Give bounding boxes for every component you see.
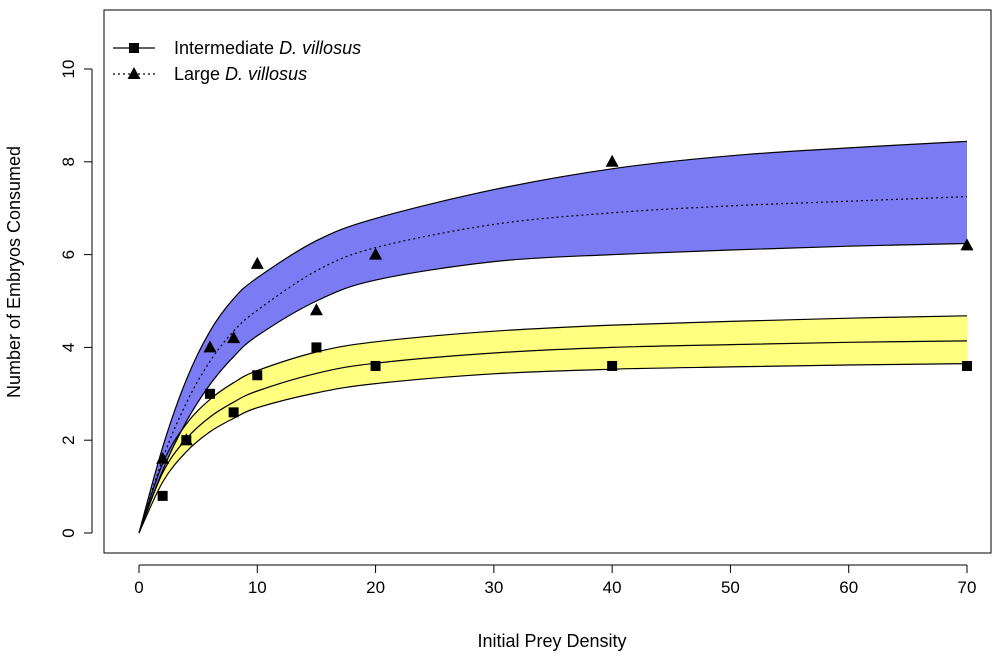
intermediate-point — [370, 360, 381, 371]
legend: Intermediate D. villosus Large D. villosu… — [113, 38, 361, 84]
y-tick-label: 0 — [59, 528, 78, 537]
intermediate-point — [252, 370, 263, 381]
x-axis: 0 10 20 30 40 50 60 70 — [134, 564, 977, 597]
large-point — [960, 238, 974, 251]
large-point — [203, 340, 217, 353]
large-point — [309, 303, 323, 316]
y-axis: 0 2 4 6 8 10 — [59, 60, 93, 538]
large-point — [250, 256, 264, 269]
plot-frame — [103, 9, 992, 554]
large-point — [227, 331, 241, 344]
intermediate-point — [607, 360, 618, 371]
intermediate-confidence-band — [139, 315, 967, 533]
x-tick-label: 50 — [721, 578, 740, 597]
intermediate-point — [157, 490, 168, 501]
y-axis-title: Number of Embryos Consumed — [4, 146, 24, 398]
fitted-curves — [138, 140, 968, 534]
x-axis-title: Initial Prey Density — [477, 631, 626, 651]
large-point — [179, 433, 193, 446]
legend-large-label: Large D. villosus — [174, 64, 307, 84]
large-ci-upper-line — [138, 140, 968, 534]
x-tick-label: 40 — [603, 578, 622, 597]
intermediate-point — [204, 388, 215, 399]
intermediate-ci-upper-line — [138, 315, 968, 534]
y-tick-label: 4 — [59, 343, 78, 352]
legend-intermediate-label: Intermediate D. villosus — [174, 38, 361, 58]
y-tick-label: 10 — [59, 60, 78, 79]
large-point — [605, 154, 619, 167]
large-point — [369, 247, 383, 260]
x-tick-label: 10 — [248, 578, 267, 597]
y-tick-label: 2 — [59, 435, 78, 444]
y-tick-label: 6 — [59, 250, 78, 259]
intermediate-point — [311, 342, 322, 353]
legend-intermediate-marker — [129, 43, 139, 53]
data-points — [156, 154, 974, 501]
intermediate-point — [962, 360, 972, 371]
legend-large-marker — [127, 67, 141, 79]
x-tick-label: 20 — [366, 578, 385, 597]
x-tick-label: 60 — [839, 578, 858, 597]
x-tick-label: 0 — [134, 578, 143, 597]
y-tick-label: 8 — [59, 157, 78, 166]
x-tick-label: 70 — [958, 578, 977, 597]
confidence-bands — [139, 141, 967, 533]
large-point — [156, 451, 170, 464]
large-confidence-band — [139, 141, 967, 533]
x-tick-label: 30 — [484, 578, 503, 597]
intermediate-ci-lower-line — [138, 363, 968, 534]
intermediate-point — [228, 407, 239, 418]
large-ci-lower-line — [138, 242, 968, 534]
